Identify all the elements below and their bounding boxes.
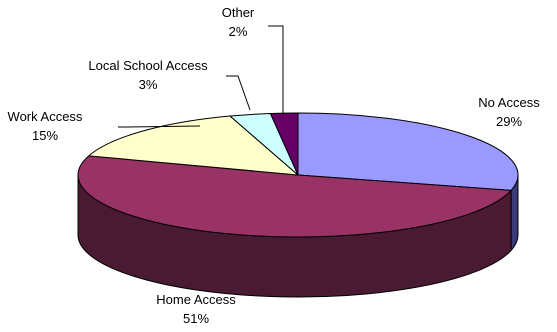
slice-value-label: 15%: [32, 128, 58, 143]
leader-line-local-school-access: [226, 75, 251, 111]
slice-value-label: 2%: [229, 24, 248, 39]
slice-layer: [77, 112, 519, 298]
leader-line-work-access: [118, 125, 201, 128]
label-layer: No Access 29% Home Access 51% Work Access 15%…: [8, 5, 541, 326]
slice-label-local-school-access: Local School Access 3%: [88, 58, 208, 92]
slice-label-no-access: No Access 29%: [478, 95, 540, 129]
slice-value-label: 29%: [496, 114, 522, 129]
slice-name-label: Work Access: [8, 109, 83, 124]
slice-label-home-access: Home Access 51%: [156, 292, 236, 326]
slice-label-other: Other 2%: [222, 5, 255, 39]
leader-line-other: [268, 25, 284, 115]
leader-layer: [118, 25, 284, 128]
slice-label-work-access: Work Access 15%: [8, 109, 83, 143]
slice-name-label: Home Access: [156, 292, 236, 307]
slice-value-label: 51%: [183, 311, 209, 326]
pie-slice-other: [269, 112, 299, 176]
slice-name-label: No Access: [478, 95, 540, 110]
pie-slice-home-access: [77, 155, 513, 238]
slice-name-label: Other: [222, 5, 255, 20]
pie-slice-no-access: [297, 112, 519, 191]
pie-slice-work-access: [87, 115, 300, 176]
slice-value-label: 3%: [139, 77, 158, 92]
slice-name-label: Local School Access: [88, 58, 208, 73]
